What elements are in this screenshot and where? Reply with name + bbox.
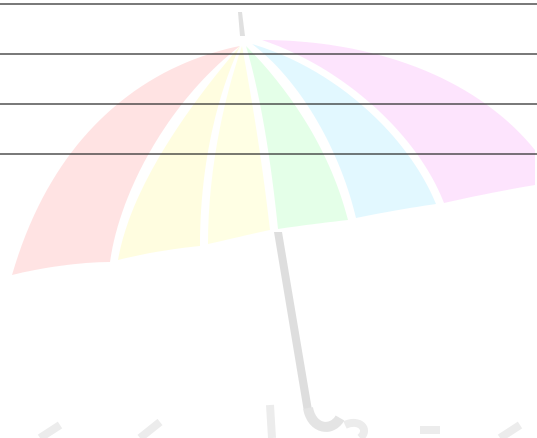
umbrella-handle	[308, 408, 340, 427]
page: {} html, body { margin: 0; padding: 0; b…	[0, 0, 537, 438]
umbrella-watermark	[12, 12, 535, 438]
umbrella-tip	[238, 12, 245, 36]
umbrella-pole	[274, 232, 312, 412]
lined-paper	[0, 0, 537, 438]
page-body: (() => { const data = JSON.parse(documen…	[0, 0, 537, 438]
watermark-letters	[40, 405, 520, 438]
